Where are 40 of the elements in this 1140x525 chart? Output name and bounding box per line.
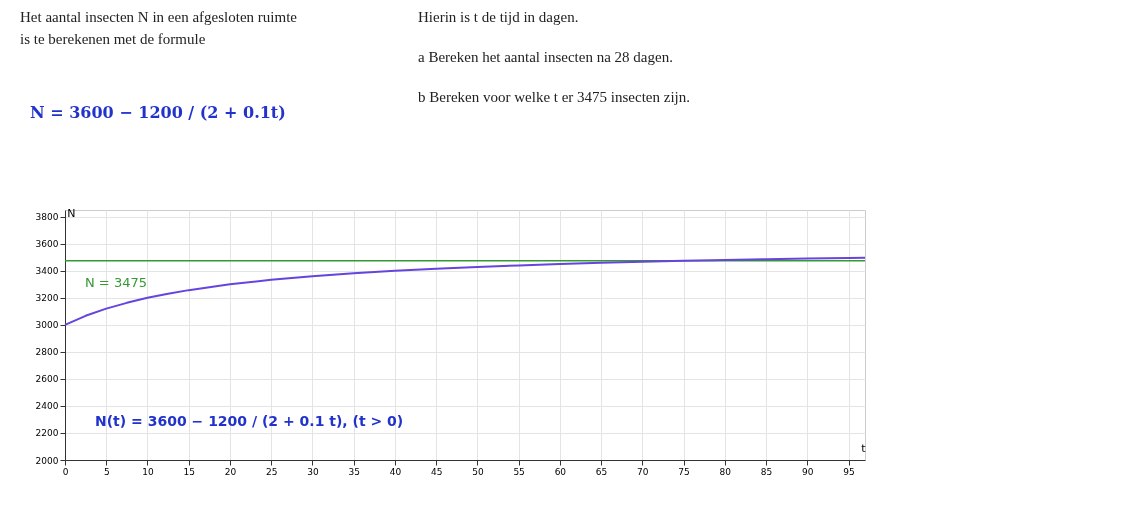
x-tick-label: 75 [678, 466, 690, 477]
y-tick-label: 3200 [35, 293, 59, 304]
x-tick-label: 50 [472, 466, 484, 477]
y-tick-label: 3800 [35, 212, 59, 223]
x-tick-label: 25 [265, 466, 278, 477]
x-tick-label: 55 [513, 466, 525, 477]
x-tick-label: 30 [307, 466, 319, 477]
y-tick-label: 3000 [35, 320, 59, 331]
text: a Bereken het aantal insecten na 28 dagen. [418, 49, 673, 65]
y-tick-label: 2800 [35, 347, 59, 358]
x-tick-label: 15 [183, 466, 195, 477]
ref-line-label: N = 3475 [85, 274, 147, 290]
y-tick-label: 2600 [35, 374, 59, 385]
text: Het aantal insecten N in een afgesloten ruimte is te berekenen met de formule [20, 9, 298, 47]
y-tick-label: 2000 [35, 455, 59, 466]
x-tick-label: 85 [760, 466, 773, 477]
x-tick-label: 5 [103, 466, 110, 477]
x-tick-label: 0 [62, 466, 69, 477]
x-tick-label: 60 [554, 466, 567, 477]
line-series [64, 256, 866, 326]
x-tick-label: 40 [389, 466, 402, 477]
x-axis-title: t [861, 441, 867, 455]
text: Hierin is t de tijd in dagen. [418, 9, 579, 25]
x-tick-label: 90 [802, 466, 814, 477]
text: b Bereken voor welke t er 3475 insecten zijn. [418, 89, 690, 105]
y-tick-label: 2200 [35, 428, 59, 439]
annotation: N(t) = 3600 − 1200 / (2 + 0.1 t), (t > 0) [95, 413, 404, 429]
y-tick-label: 2400 [35, 401, 59, 412]
y-tick-label: 3400 [35, 266, 59, 277]
x-tick-label: 65 [595, 466, 608, 477]
x-tick-label: 95 [843, 466, 855, 477]
x-tick-label: 20 [224, 466, 237, 477]
x-tick-label: 35 [348, 466, 360, 477]
y-axis-title: N [67, 206, 76, 220]
text: N = 3600 − 1200 / (2 + 0.1t) [30, 103, 286, 122]
x-tick-label: 45 [430, 466, 443, 477]
x-tick-label: 10 [142, 466, 154, 477]
y-tick-label: 3600 [35, 239, 59, 250]
x-tick-label: 70 [637, 466, 649, 477]
x-tick-label: 80 [719, 466, 732, 477]
